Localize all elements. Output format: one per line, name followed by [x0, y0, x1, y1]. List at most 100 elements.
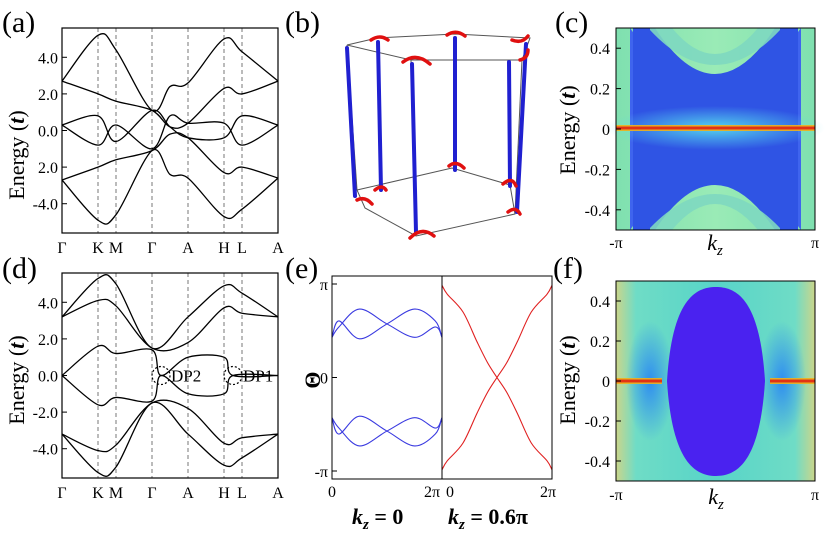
- f-ytick-1: 0.2: [590, 334, 610, 351]
- c-top-gap: [650, 28, 780, 65]
- arc-3: [510, 34, 530, 44]
- c-edge-state: [616, 125, 815, 131]
- e-ytick-2: -π: [315, 464, 328, 481]
- f-xlabel: kz: [708, 484, 724, 513]
- e-right-label: kz = 0.6π: [448, 504, 528, 533]
- d-ytick-1: 2.0: [38, 332, 58, 349]
- d-band-2: [61, 399, 279, 453]
- arc-6: [355, 196, 374, 206]
- a-ytick-2: 0.0: [38, 124, 58, 141]
- c-xtick-0: -π: [609, 235, 622, 252]
- arc-7: [373, 185, 388, 192]
- panel-letter-a: (a): [2, 6, 35, 39]
- nodal-line-3: [410, 62, 418, 234]
- e-right-xtick-1: 2π: [540, 484, 556, 501]
- d-xtick-0: Γ: [57, 485, 66, 502]
- d-xtick-4: A: [182, 485, 194, 502]
- d-dirac-point-1: [223, 365, 243, 386]
- a-ytick-1: 2.0: [38, 87, 58, 104]
- arc-5: [401, 55, 432, 66]
- d-ytick-0: 4.0: [38, 295, 58, 312]
- wilson-loop-e: Θ π0-π 0 2π 0 2π kz = 0 kz = 0.6π: [300, 275, 556, 533]
- e-ytick-1: 0: [320, 371, 328, 388]
- panel-letter-d: (d): [2, 252, 37, 285]
- e-right-wannier-2: [441, 284, 553, 471]
- c-ytick-0: 0.4: [590, 41, 610, 58]
- panel-letter-f: (f): [553, 252, 583, 285]
- surface-arcs: [355, 30, 530, 240]
- arc-4: [518, 48, 530, 62]
- a-xtick-3: Γ: [147, 240, 156, 257]
- c-ylabel: Energy (t): [555, 85, 580, 174]
- d-xtick-3: Γ: [147, 485, 156, 502]
- a-xtick-7: A: [272, 240, 284, 257]
- d-dirac-point-0: [151, 365, 171, 386]
- arc-9: [501, 178, 518, 188]
- a-frame: [61, 27, 279, 234]
- arc-2: [445, 30, 467, 38]
- f-edge-right: [770, 378, 815, 384]
- e-left-xtick-0: 0: [328, 484, 336, 501]
- panel-letter-b: (b): [285, 6, 320, 39]
- e-left-label: kz = 0: [352, 504, 403, 533]
- d-ytick-4: -4.0: [33, 442, 58, 459]
- a-ytick-4: -4.0: [33, 197, 58, 214]
- e-right-xtick-0: 0: [446, 484, 454, 501]
- c-ytick-2: 0: [602, 122, 610, 139]
- d-xtick-6: L: [237, 485, 247, 502]
- panel-letter-e: (e): [285, 252, 318, 285]
- e-left-xtick-1: 2π: [424, 484, 440, 501]
- d-ytick-3: -2.0: [33, 405, 58, 422]
- d-band-6: [61, 274, 279, 350]
- d-ytick-2: 0.0: [38, 369, 58, 386]
- arc-8: [447, 161, 466, 170]
- d-annotation-1: DP1: [243, 367, 273, 386]
- a-band-4: [61, 109, 279, 143]
- surface-spectrum-f: Energy (t) 0.4 0.2 0 -0.2 -0.4 -π π kz: [555, 280, 819, 513]
- d-xtick-2: M: [109, 485, 123, 502]
- a-band-3: [61, 114, 279, 150]
- nodal-line-6: [507, 60, 512, 188]
- e-ytick-0: π: [320, 277, 328, 294]
- e-left-wannier-4: [331, 415, 443, 447]
- f-ytick-0: 0.4: [590, 294, 610, 311]
- f-ytick-4: -0.4: [585, 454, 610, 471]
- a-xtick-1: K: [92, 240, 104, 257]
- nodal-line-2: [376, 40, 383, 192]
- panel-letter-c: (c): [555, 6, 588, 39]
- c-ytick-4: -0.4: [585, 203, 610, 220]
- f-edge-left: [616, 378, 662, 384]
- f-ylabel: Energy (t): [555, 335, 580, 424]
- a-xtick-5: H: [218, 240, 230, 257]
- brillouin-zone-diagram: [345, 30, 531, 240]
- c-xlabel: kz: [707, 230, 723, 259]
- d-band-1: [61, 401, 279, 477]
- f-xtick-1: π: [811, 487, 819, 504]
- a-xtick-2: M: [109, 240, 123, 257]
- arc-10: [506, 207, 522, 216]
- a-xtick-0: Γ: [57, 240, 66, 257]
- a-band-2: [61, 132, 279, 181]
- d-band-4: [61, 344, 279, 378]
- a-ylabel: Energy (t): [4, 110, 29, 199]
- e-frame-right: [441, 275, 553, 480]
- d-annotation-0: DP2: [171, 367, 201, 386]
- d-xtick-1: K: [92, 485, 104, 502]
- a-ytick-0: 4.0: [38, 50, 58, 67]
- e-frame-left: [331, 275, 443, 480]
- f-xtick-0: -π: [609, 487, 622, 504]
- a-xtick-4: A: [182, 240, 194, 257]
- a-band-1: [61, 148, 279, 225]
- nodal-line-1: [345, 46, 357, 198]
- f-ytick-3: -0.2: [585, 414, 610, 431]
- surface-spectrum-c: Energy (t) 0.4 0.2 0 -0.2 -0.4 -π π kz: [555, 27, 825, 259]
- c-xtick-1: π: [811, 235, 819, 252]
- a-band-6: [61, 33, 279, 112]
- e-left-wannier-2: [331, 308, 443, 340]
- f-ytick-2: 0: [602, 374, 610, 391]
- arc-11: [408, 229, 436, 240]
- c-bottom-gap: [650, 194, 780, 230]
- e-ylabel: Θ: [300, 371, 325, 388]
